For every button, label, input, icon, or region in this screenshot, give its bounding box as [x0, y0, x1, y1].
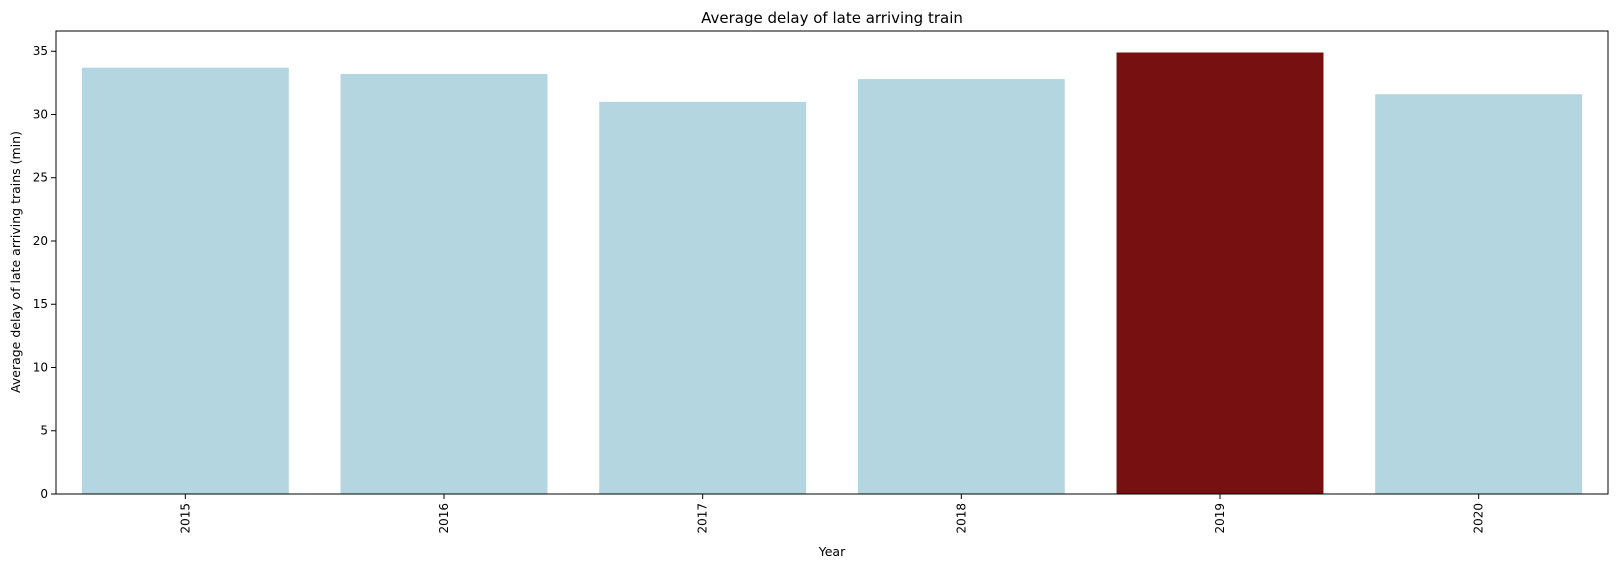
x-tick-label-2018: 2018 [954, 503, 968, 534]
y-tick-label-25: 25 [33, 171, 48, 185]
y-tick-label-35: 35 [33, 44, 48, 58]
x-tick-label-2019: 2019 [1213, 503, 1227, 534]
plot-frame [55, 30, 1609, 495]
bar-2015 [81, 67, 289, 494]
x-axis-label: Year [818, 544, 846, 559]
bar-2019 [1116, 52, 1324, 494]
y-axis-label: Average delay of late arriving trains (m… [8, 131, 23, 393]
x-axis-ticks: 2015 2016 2017 2018 2019 2020 [178, 494, 1486, 534]
x-tick-label-2015: 2015 [178, 503, 192, 534]
bar-2020 [1375, 94, 1583, 494]
x-tick-label-2017: 2017 [696, 503, 710, 534]
y-tick-label-5: 5 [40, 424, 48, 438]
bar-2018 [857, 79, 1065, 494]
bar-2017 [599, 101, 807, 494]
x-tick-label-2020: 2020 [1472, 503, 1486, 534]
y-tick-label-15: 15 [33, 297, 48, 311]
y-tick-label-30: 30 [33, 107, 48, 121]
chart-title: Average delay of late arriving train [701, 9, 963, 27]
x-tick-label-2016: 2016 [437, 503, 451, 534]
bar-2016 [340, 74, 548, 494]
bars-group [81, 52, 1583, 494]
y-axis-ticks: 0 5 10 15 20 25 30 35 [33, 44, 56, 501]
y-tick-label-0: 0 [40, 487, 48, 501]
y-tick-label-10: 10 [33, 360, 48, 374]
y-tick-label-20: 20 [33, 234, 48, 248]
